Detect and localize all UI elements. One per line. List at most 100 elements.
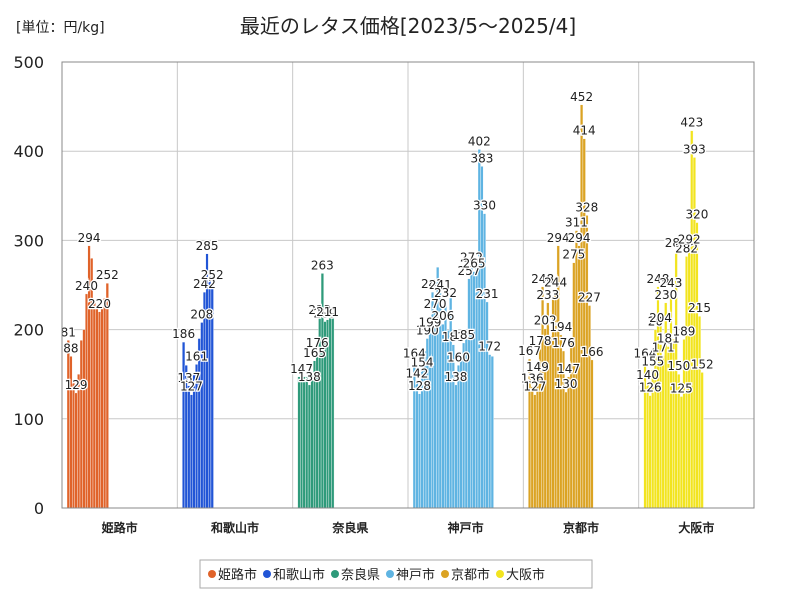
data-label: 252: [96, 268, 119, 282]
data-label: 311: [565, 216, 588, 230]
bar: [85, 293, 88, 509]
data-label: 257: [457, 264, 480, 278]
data-label: 423: [680, 116, 703, 130]
data-label: 243: [660, 276, 683, 290]
data-label: 248: [531, 272, 554, 286]
data-label: 138: [298, 370, 321, 384]
legend-swatch: [496, 570, 504, 578]
grid: [62, 62, 754, 508]
data-label: 140: [636, 368, 659, 382]
data-label: 452: [570, 90, 593, 104]
bar: [457, 365, 460, 509]
x-tick-label: 大阪市: [678, 520, 714, 535]
bar: [418, 393, 421, 509]
y-tick-label: 300: [13, 231, 44, 250]
data-label: 160: [447, 350, 470, 364]
bar: [92, 302, 96, 509]
y-tick-label: 400: [13, 142, 44, 161]
data-label: 81: [61, 325, 76, 339]
data-label: 137: [177, 371, 200, 385]
data-label: 294: [568, 231, 591, 245]
data-label: 233: [536, 288, 559, 302]
data-label: 330: [473, 199, 496, 213]
bar: [475, 266, 479, 509]
data-label: 190: [416, 324, 439, 338]
data-label: 127: [523, 380, 546, 394]
data-label: 202: [534, 314, 557, 328]
y-tick-label: 500: [13, 53, 44, 72]
bar: [310, 374, 314, 509]
data-label: 149: [526, 360, 549, 374]
bar: [467, 278, 471, 509]
data-label: 150: [667, 359, 690, 373]
bar: [66, 340, 70, 509]
data-label: 248: [647, 272, 670, 286]
legend-swatch: [386, 570, 394, 578]
data-label: 285: [196, 239, 219, 253]
bar: [485, 301, 489, 509]
bar: [98, 311, 101, 509]
legend-label: 奈良県: [341, 567, 380, 583]
data-label: 204: [649, 311, 672, 325]
data-label: 242: [193, 277, 216, 291]
bar: [454, 384, 458, 509]
bar: [189, 394, 193, 509]
bar: [205, 253, 209, 509]
legend-swatch: [441, 570, 449, 578]
bar: [700, 372, 704, 509]
unit-label: [単位：円/kg]: [16, 20, 105, 36]
data-label: 414: [573, 124, 596, 138]
data-label: 263: [311, 258, 334, 272]
bar: [302, 376, 306, 509]
data-label: 125: [670, 382, 693, 396]
data-label: 402: [468, 134, 491, 148]
data-label: 166: [581, 345, 604, 359]
data-label: 209: [314, 307, 337, 321]
bar: [192, 374, 196, 509]
data-label: 227: [578, 291, 601, 305]
bar: [564, 391, 568, 509]
data-label: 161: [185, 349, 208, 363]
legend-label: 姫路市: [218, 567, 257, 583]
data-label: 282: [675, 241, 698, 255]
data-label: 231: [476, 287, 499, 301]
bar: [585, 215, 589, 509]
data-label: 241: [429, 278, 452, 292]
bar: [533, 394, 537, 509]
x-tick-label: 和歌山市: [210, 520, 259, 535]
legend-label: 和歌山市: [273, 567, 325, 583]
legend-swatch: [331, 570, 339, 578]
data-label: 136: [521, 372, 544, 386]
legend-label: 神戸市: [396, 567, 435, 583]
bar: [648, 395, 652, 509]
bar: [698, 316, 702, 509]
bar: [79, 340, 83, 509]
data-label: 211: [316, 305, 339, 319]
bar: [331, 317, 335, 509]
bar: [548, 335, 552, 509]
data-label: 220: [88, 297, 111, 311]
bar: [646, 382, 650, 509]
data-label: 320: [686, 208, 709, 222]
y-tick-label: 100: [13, 410, 44, 429]
bar: [441, 324, 445, 509]
legend-swatch: [263, 570, 271, 578]
bar: [462, 342, 466, 509]
data-label: 206: [431, 309, 454, 323]
bar: [472, 271, 476, 509]
bar: [77, 374, 81, 509]
bar: [679, 396, 683, 509]
x-tick-label: 神戸市: [448, 520, 484, 535]
bar: [95, 307, 99, 509]
data-label: 20: [648, 315, 663, 329]
bar: [202, 291, 206, 509]
data-label: 183: [442, 330, 465, 344]
x-tick-label: 京都市: [563, 520, 599, 535]
data-label: 154: [411, 356, 434, 370]
data-label: 171: [652, 340, 675, 354]
bar: [74, 392, 78, 509]
bar: [470, 265, 473, 509]
data-label: 272: [460, 250, 483, 264]
bar: [543, 328, 547, 509]
data-label: 147: [557, 362, 580, 376]
